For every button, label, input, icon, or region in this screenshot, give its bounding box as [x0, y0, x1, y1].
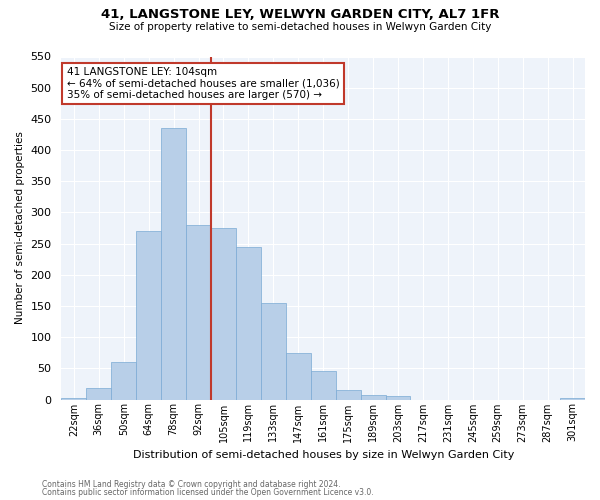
Bar [111, 362, 136, 400]
Bar [335, 390, 361, 400]
Bar [161, 128, 186, 400]
Bar [560, 398, 585, 400]
X-axis label: Distribution of semi-detached houses by size in Welwyn Garden City: Distribution of semi-detached houses by … [133, 450, 514, 460]
Bar [86, 388, 111, 400]
Text: Size of property relative to semi-detached houses in Welwyn Garden City: Size of property relative to semi-detach… [109, 22, 491, 32]
Bar [261, 303, 286, 400]
Text: Contains public sector information licensed under the Open Government Licence v3: Contains public sector information licen… [42, 488, 374, 497]
Bar [386, 396, 410, 400]
Bar [61, 398, 86, 400]
Text: 41 LANGSTONE LEY: 104sqm
← 64% of semi-detached houses are smaller (1,036)
35% o: 41 LANGSTONE LEY: 104sqm ← 64% of semi-d… [67, 67, 340, 100]
Text: Contains HM Land Registry data © Crown copyright and database right 2024.: Contains HM Land Registry data © Crown c… [42, 480, 341, 489]
Bar [361, 394, 386, 400]
Bar [211, 228, 236, 400]
Text: 41, LANGSTONE LEY, WELWYN GARDEN CITY, AL7 1FR: 41, LANGSTONE LEY, WELWYN GARDEN CITY, A… [101, 8, 499, 20]
Bar [236, 246, 261, 400]
Y-axis label: Number of semi-detached properties: Number of semi-detached properties [15, 132, 25, 324]
Bar [136, 231, 161, 400]
Bar [311, 372, 335, 400]
Bar [186, 225, 211, 400]
Bar [286, 352, 311, 400]
